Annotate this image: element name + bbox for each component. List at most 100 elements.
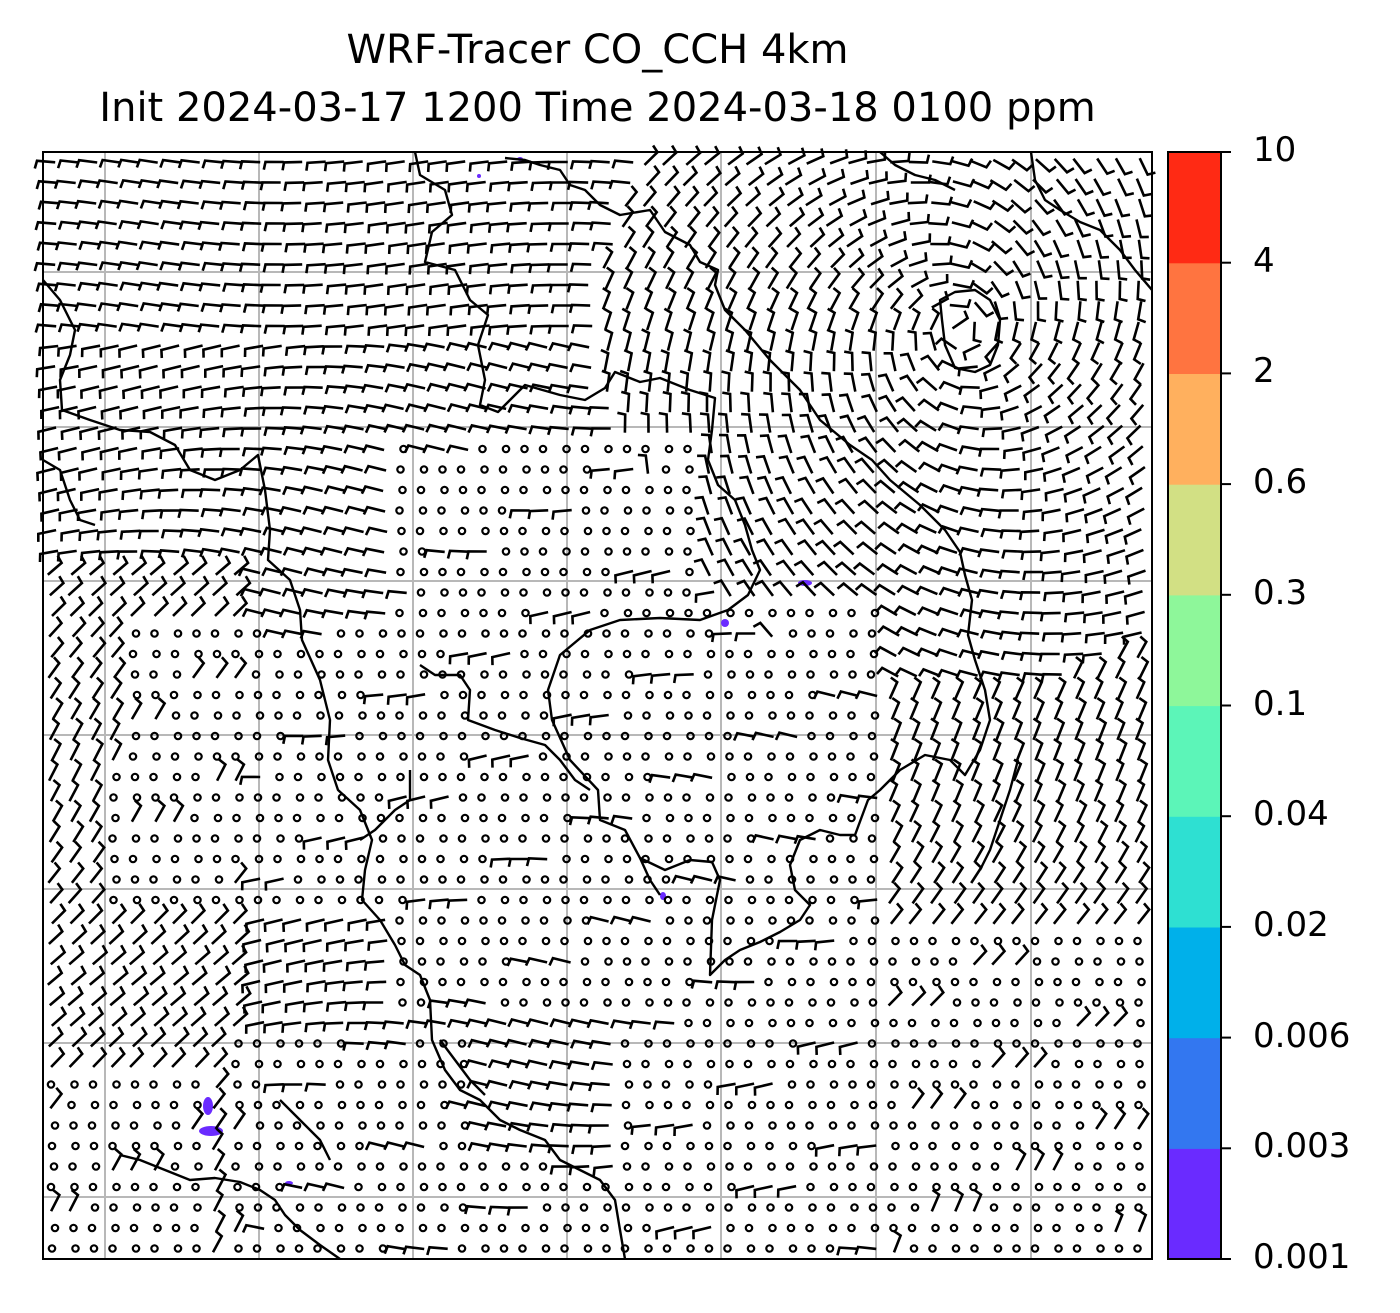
wind-barb-calm bbox=[950, 977, 960, 987]
wind-barb-calm bbox=[1052, 1018, 1061, 1028]
wind-barb-calm bbox=[235, 793, 244, 802]
wind-barb-calm bbox=[664, 444, 674, 454]
wind-barb bbox=[990, 881, 1004, 905]
wind-barb bbox=[96, 240, 119, 250]
wind-barb-calm bbox=[542, 998, 552, 1007]
wind-barb bbox=[982, 363, 1002, 382]
wind-barb-calm bbox=[377, 875, 387, 884]
wind-barb bbox=[568, 405, 591, 415]
wind-barb-calm bbox=[684, 1018, 693, 1028]
wind-barb-calm bbox=[951, 936, 961, 946]
wind-barb bbox=[955, 669, 978, 679]
wind-barb-calm bbox=[931, 1018, 940, 1028]
wind-barb bbox=[937, 627, 961, 637]
wind-barb bbox=[1123, 590, 1143, 605]
wind-barb bbox=[951, 697, 962, 720]
wind-barb bbox=[218, 507, 241, 517]
wind-barb bbox=[449, 303, 470, 316]
wind-barb bbox=[743, 349, 754, 372]
wind-barb bbox=[97, 302, 120, 312]
wind-barb-calm bbox=[1135, 1059, 1144, 1069]
wind-barb bbox=[446, 402, 470, 413]
wind-barb bbox=[504, 1142, 527, 1153]
wind-barb bbox=[241, 385, 263, 398]
wind-barb bbox=[1127, 445, 1144, 466]
wind-barb bbox=[1000, 488, 1022, 499]
wind-barb bbox=[958, 385, 980, 396]
wind-barb-calm bbox=[378, 834, 388, 843]
wind-barb bbox=[344, 180, 365, 193]
wind-barb bbox=[152, 1046, 168, 1068]
wind-barb bbox=[303, 345, 324, 356]
wind-barb bbox=[893, 501, 917, 514]
wind-barb-calm bbox=[458, 588, 468, 597]
wind-barb-calm bbox=[866, 772, 876, 782]
wind-barb-calm bbox=[806, 670, 815, 679]
wind-barb bbox=[699, 412, 711, 433]
wind-barb-calm bbox=[870, 711, 880, 720]
wind-barb-calm bbox=[231, 649, 240, 659]
wind-barb-calm bbox=[787, 1080, 797, 1089]
wind-barb-calm bbox=[766, 690, 775, 700]
wind-barb bbox=[199, 547, 222, 558]
wind-barb bbox=[177, 261, 200, 271]
wind-barb-calm bbox=[743, 957, 753, 966]
wind-barb bbox=[110, 636, 126, 659]
wind-barb bbox=[1013, 178, 1036, 193]
wind-barb bbox=[828, 188, 847, 207]
wind-barb bbox=[549, 1165, 571, 1175]
wind-barb bbox=[407, 201, 428, 214]
wind-barb-calm bbox=[333, 649, 343, 659]
wind-barb bbox=[92, 737, 105, 761]
wind-barb-calm bbox=[1053, 977, 1062, 987]
wind-barb bbox=[935, 504, 959, 514]
wind-barb bbox=[35, 365, 56, 378]
wind-barb bbox=[135, 260, 158, 271]
wind-barb bbox=[643, 369, 653, 392]
wind-barb-calm bbox=[624, 1182, 634, 1192]
wind-barb bbox=[682, 165, 699, 187]
wind-barb bbox=[549, 242, 571, 253]
wind-barb-calm bbox=[623, 1223, 633, 1233]
wind-barb bbox=[221, 323, 243, 334]
wind-barb bbox=[261, 567, 284, 577]
wind-barb bbox=[1136, 280, 1146, 303]
wind-barb-calm bbox=[600, 608, 609, 618]
wind-barb-calm bbox=[621, 690, 631, 700]
wind-barb bbox=[364, 242, 385, 254]
wind-barb-calm bbox=[828, 1223, 838, 1233]
wind-barb-calm bbox=[541, 936, 551, 946]
wind-barb-calm bbox=[805, 916, 814, 925]
wind-barb-calm bbox=[520, 649, 529, 659]
wind-barb bbox=[98, 261, 121, 271]
wind-barb bbox=[866, 248, 884, 269]
wind-barb-calm bbox=[337, 895, 347, 905]
wind-barb bbox=[726, 185, 743, 207]
wind-barb-calm bbox=[662, 936, 672, 946]
wind-barb bbox=[322, 525, 346, 536]
wind-barb bbox=[48, 923, 64, 945]
wind-barb bbox=[526, 404, 549, 414]
wind-barb bbox=[67, 882, 83, 904]
wind-barb-calm bbox=[521, 1223, 530, 1233]
wind-barb-calm bbox=[499, 936, 509, 946]
wind-barb bbox=[826, 349, 836, 372]
wind-barb-calm bbox=[273, 649, 282, 659]
wind-barb bbox=[703, 185, 719, 207]
wind-barb bbox=[732, 731, 756, 742]
wind-barb-calm bbox=[173, 1244, 183, 1253]
wind-barb-calm bbox=[786, 1223, 796, 1233]
wind-barb bbox=[110, 944, 127, 966]
wind-barb-calm bbox=[808, 1100, 817, 1110]
wind-barb bbox=[215, 758, 228, 782]
wind-barb bbox=[1090, 362, 1103, 386]
wind-barb bbox=[71, 758, 83, 782]
wind-barb bbox=[303, 405, 325, 415]
wind-barb bbox=[908, 252, 928, 268]
wind-barb bbox=[197, 323, 220, 333]
wind-barb bbox=[69, 840, 83, 864]
wind-barb bbox=[1033, 779, 1044, 802]
wind-barb bbox=[132, 985, 150, 1007]
wind-barb bbox=[137, 529, 159, 540]
wind-barb bbox=[1076, 239, 1092, 259]
